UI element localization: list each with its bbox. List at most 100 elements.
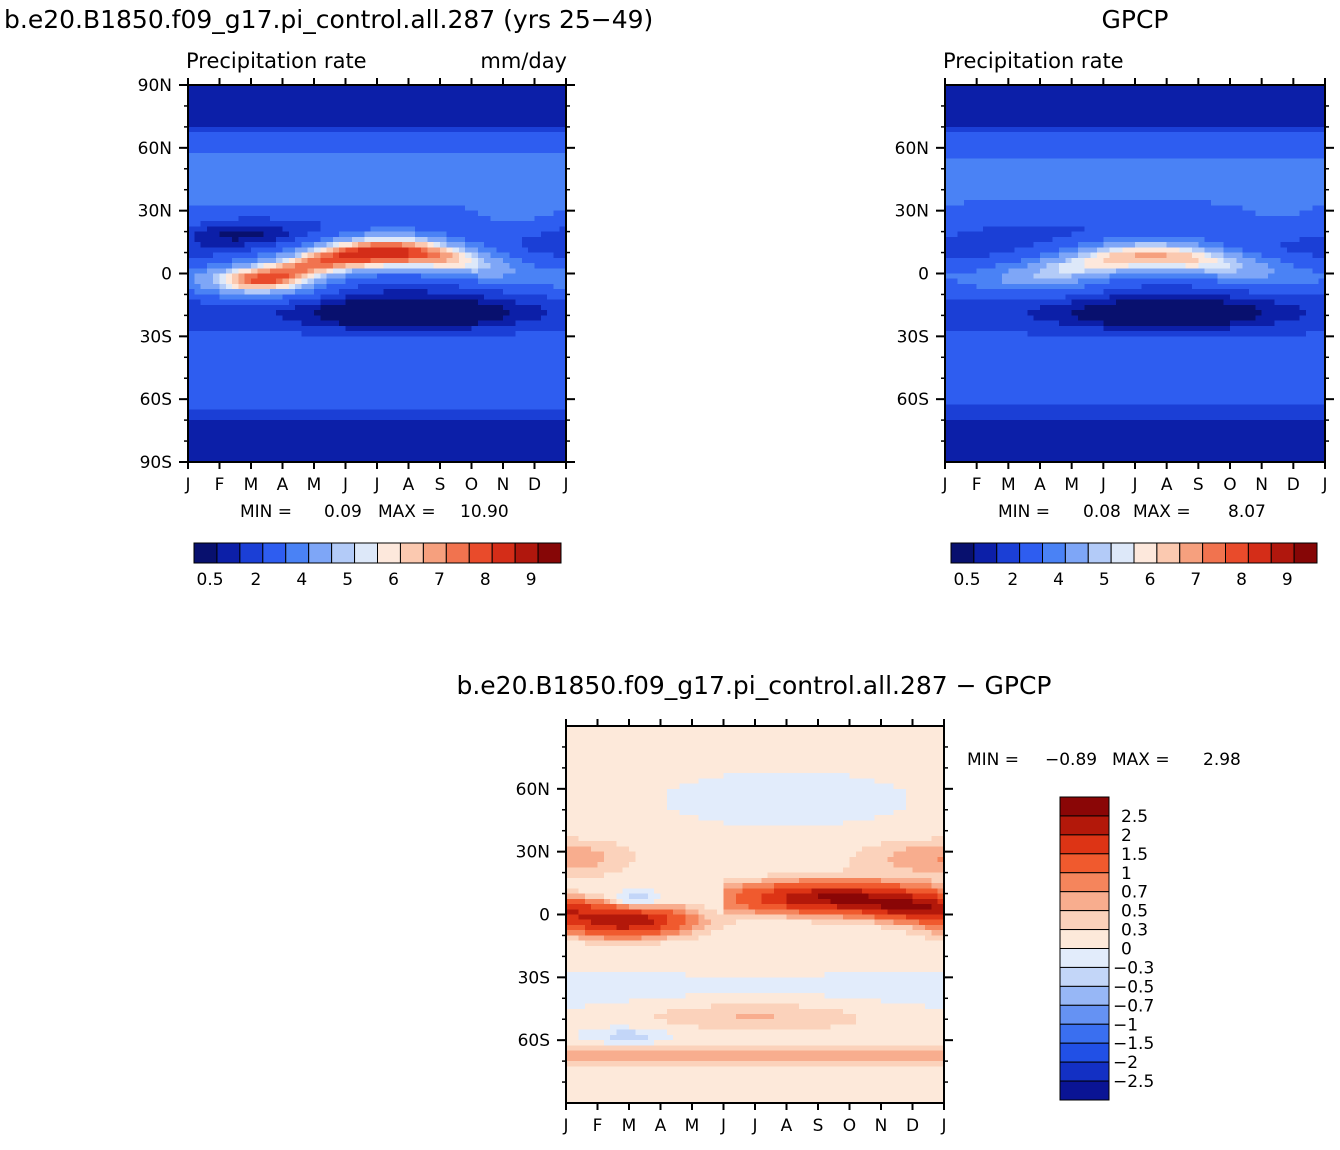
heatmap-cell bbox=[509, 258, 516, 264]
heatmap-cell bbox=[283, 310, 290, 316]
heatmap-cell bbox=[383, 436, 390, 442]
heatmap-cell bbox=[245, 446, 252, 452]
heatmap-cell bbox=[402, 279, 409, 285]
heatmap-cell bbox=[270, 184, 277, 190]
heatmap-cell bbox=[358, 179, 365, 185]
heatmap-cell bbox=[257, 347, 264, 353]
heatmap-cell bbox=[427, 425, 434, 431]
heatmap-cell bbox=[440, 95, 447, 101]
heatmap-cell bbox=[509, 425, 516, 431]
heatmap-cell bbox=[478, 143, 485, 149]
heatmap-cell bbox=[188, 122, 195, 128]
heatmap-cell bbox=[201, 383, 208, 389]
heatmap-cell bbox=[289, 211, 296, 217]
heatmap-cell bbox=[188, 326, 195, 332]
heatmap-cell bbox=[320, 195, 327, 201]
heatmap-cell bbox=[383, 331, 390, 337]
heatmap-cell bbox=[1173, 106, 1180, 112]
heatmap-cell bbox=[459, 179, 466, 185]
heatmap-cell bbox=[383, 294, 390, 300]
heatmap-cell bbox=[446, 331, 453, 337]
heatmap-cell bbox=[314, 363, 321, 369]
heatmap-cell bbox=[465, 321, 472, 327]
heatmap-cell bbox=[257, 132, 264, 138]
heatmap-cell bbox=[213, 200, 220, 206]
heatmap-cell bbox=[295, 373, 302, 379]
heatmap-cell bbox=[509, 127, 516, 133]
heatmap-cell bbox=[497, 420, 504, 426]
heatmap-cell bbox=[503, 242, 510, 248]
heatmap-cell bbox=[453, 378, 460, 384]
heatmap-cell bbox=[358, 232, 365, 238]
heatmap-cell bbox=[509, 95, 516, 101]
heatmap-cell bbox=[528, 211, 535, 217]
heatmap-cell bbox=[270, 284, 277, 290]
heatmap-cell bbox=[465, 148, 472, 154]
heatmap-cell bbox=[453, 373, 460, 379]
heatmap-cell bbox=[364, 263, 371, 269]
heatmap-cell bbox=[427, 200, 434, 206]
heatmap-cell bbox=[364, 242, 371, 248]
heatmap-cell bbox=[396, 90, 403, 96]
heatmap-cell bbox=[232, 127, 239, 133]
heatmap-cell bbox=[301, 274, 308, 280]
heatmap-cell bbox=[453, 137, 460, 143]
heatmap-cell bbox=[1167, 95, 1174, 101]
heatmap-cell bbox=[308, 253, 315, 259]
heatmap-cell bbox=[472, 111, 479, 117]
heatmap-cell bbox=[478, 420, 485, 426]
heatmap-cell bbox=[301, 242, 308, 248]
heatmap-cell bbox=[301, 226, 308, 232]
heatmap-cell bbox=[522, 237, 529, 243]
heatmap-cell bbox=[390, 279, 397, 285]
heatmap-cell bbox=[213, 389, 220, 395]
heatmap-cell bbox=[245, 305, 252, 311]
heatmap-cell bbox=[377, 221, 384, 227]
heatmap-cell bbox=[1002, 127, 1009, 133]
heatmap-cell bbox=[188, 378, 195, 384]
heatmap-cell bbox=[434, 164, 441, 170]
heatmap-cell bbox=[358, 263, 365, 269]
heatmap-cell bbox=[396, 357, 403, 363]
heatmap-cell bbox=[201, 357, 208, 363]
heatmap-cell bbox=[346, 143, 353, 149]
heatmap-cell bbox=[301, 373, 308, 379]
heatmap-cell bbox=[465, 216, 472, 222]
heatmap-cell bbox=[226, 258, 233, 264]
heatmap-cell bbox=[528, 446, 535, 452]
heatmap-cell bbox=[1027, 101, 1034, 107]
heatmap-cell bbox=[308, 106, 315, 112]
heatmap-cell bbox=[478, 237, 485, 243]
heatmap-cell bbox=[220, 122, 227, 128]
heatmap-cell bbox=[528, 148, 535, 154]
heatmap-cell bbox=[1268, 95, 1275, 101]
heatmap-cell bbox=[295, 404, 302, 410]
heatmap-cell bbox=[1186, 122, 1193, 128]
heatmap-cell bbox=[264, 420, 271, 426]
heatmap-cell bbox=[1154, 101, 1161, 107]
heatmap-cell bbox=[440, 399, 447, 405]
heatmap-cell bbox=[472, 274, 479, 280]
heatmap-cell bbox=[327, 321, 334, 327]
heatmap-cell bbox=[327, 242, 334, 248]
heatmap-cell bbox=[207, 190, 214, 196]
heatmap-cell bbox=[541, 378, 548, 384]
heatmap-cell bbox=[1040, 111, 1047, 117]
heatmap-cell bbox=[232, 263, 239, 269]
heatmap-cell bbox=[465, 446, 472, 452]
heatmap-cell bbox=[238, 226, 245, 232]
heatmap-cell bbox=[301, 268, 308, 274]
heatmap-cell bbox=[220, 232, 227, 238]
min-label: MIN = bbox=[240, 502, 292, 522]
heatmap-cell bbox=[194, 221, 201, 227]
heatmap-cell bbox=[383, 415, 390, 421]
heatmap-cell bbox=[364, 436, 371, 442]
heatmap-cell bbox=[276, 132, 283, 138]
heatmap-cell bbox=[516, 205, 523, 211]
heatmap-cell bbox=[346, 404, 353, 410]
heatmap-cell bbox=[547, 247, 554, 253]
heatmap-cell bbox=[516, 294, 523, 300]
heatmap-cell bbox=[490, 315, 497, 321]
heatmap-cell bbox=[421, 336, 428, 342]
heatmap-cell bbox=[283, 111, 290, 117]
